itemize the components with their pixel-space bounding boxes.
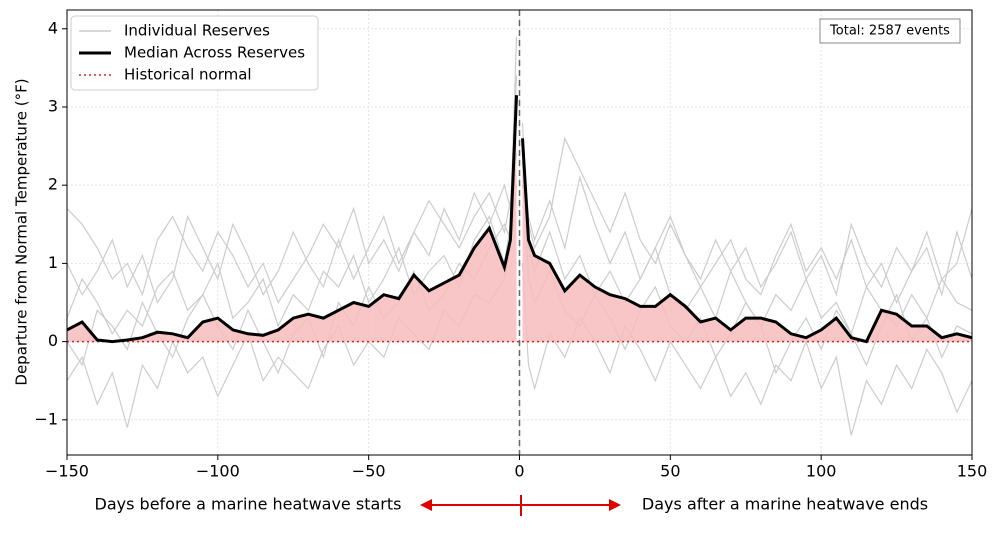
reserve-line [66,75,973,305]
plot-frame [66,9,973,456]
y-tick-label: 4 [48,18,58,37]
y-tick-label: 2 [48,175,58,194]
x-tick-label: −100 [196,462,240,481]
annotation-box [819,18,961,44]
y-axis-label: Departure from Normal Temperature (°F) [13,78,31,385]
y-tick-label: −1 [34,409,58,428]
legend-label: Individual Reserves [124,22,270,40]
x-label-left: Days before a marine heatwave starts [95,495,402,514]
legend-box [70,15,319,91]
y-tick-label: 3 [48,96,58,115]
x-tick-label: −50 [352,462,386,481]
x-tick-label: 150 [957,462,988,481]
y-tick-label: 1 [48,253,58,272]
x-tick-label: 100 [806,462,837,481]
x-tick-label: 50 [660,462,680,481]
x-tick-label: 0 [514,462,524,481]
x-label-right: Days after a marine heatwave ends [642,495,928,514]
y-tick-label: 0 [48,331,58,350]
median-line [66,95,973,344]
legend-label: Median Across Reserves [124,44,305,62]
direction-arrow [420,495,621,516]
median-area [67,95,972,342]
annotation: Total: 2587 events [829,24,950,39]
x-tick-label: −150 [45,462,89,481]
legend-label: Historical normal [124,66,252,84]
